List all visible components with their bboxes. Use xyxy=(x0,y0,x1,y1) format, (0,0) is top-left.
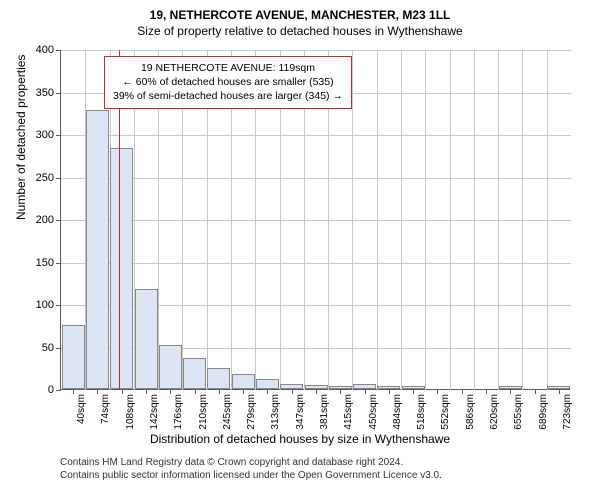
grid-line-v xyxy=(377,50,378,390)
grid-line-v xyxy=(474,50,475,390)
xtick-label: 381sqm xyxy=(319,394,330,430)
xtick-mark xyxy=(413,389,414,394)
ytick-label: 100 xyxy=(14,299,54,311)
annotation-line-3: 39% of semi-detached houses are larger (… xyxy=(113,89,343,103)
footer-line-1: Contains HM Land Registry data © Crown c… xyxy=(60,456,442,469)
grid-line-h xyxy=(61,135,571,136)
xtick-label: 279sqm xyxy=(246,394,257,430)
grid-line-v xyxy=(522,50,523,390)
ytick-mark xyxy=(56,390,61,391)
ytick-label: 0 xyxy=(14,384,54,396)
bar xyxy=(86,110,109,389)
bar xyxy=(110,148,133,389)
xtick-label: 518sqm xyxy=(416,394,427,430)
xtick-mark xyxy=(462,389,463,394)
xtick-mark xyxy=(122,389,123,394)
xtick-mark xyxy=(365,389,366,394)
xtick-label: 210sqm xyxy=(198,394,209,430)
xtick-label: 74sqm xyxy=(100,394,111,430)
bar xyxy=(62,325,85,389)
ytick-mark xyxy=(56,305,61,306)
grid-line-h xyxy=(61,220,571,221)
ytick-mark xyxy=(56,50,61,51)
xtick-label: 586sqm xyxy=(465,394,476,430)
xtick-label: 723sqm xyxy=(562,394,573,430)
grid-line-h xyxy=(61,178,571,179)
ytick-label: 400 xyxy=(14,44,54,56)
xtick-label: 552sqm xyxy=(440,394,451,430)
ytick-mark xyxy=(56,220,61,221)
xtick-mark xyxy=(243,389,244,394)
xtick-label: 142sqm xyxy=(149,394,160,430)
chart-container: 19, NETHERCOTE AVENUE, MANCHESTER, M23 1… xyxy=(0,0,600,500)
grid-line-v xyxy=(450,50,451,390)
chart-subtitle: Size of property relative to detached ho… xyxy=(0,24,600,38)
xtick-mark xyxy=(340,389,341,394)
footer-attribution: Contains HM Land Registry data © Crown c… xyxy=(60,456,442,482)
ytick-mark xyxy=(56,348,61,349)
chart-title: 19, NETHERCOTE AVENUE, MANCHESTER, M23 1… xyxy=(0,8,600,22)
xtick-mark xyxy=(292,389,293,394)
xtick-mark xyxy=(535,389,536,394)
xtick-mark xyxy=(510,389,511,394)
grid-line-v xyxy=(547,50,548,390)
xtick-mark xyxy=(267,389,268,394)
bar xyxy=(256,379,279,389)
xtick-mark xyxy=(437,389,438,394)
xtick-mark xyxy=(486,389,487,394)
ytick-label: 150 xyxy=(14,257,54,269)
xtick-label: 313sqm xyxy=(270,394,281,430)
xtick-mark xyxy=(559,389,560,394)
ytick-label: 300 xyxy=(14,129,54,141)
ytick-label: 200 xyxy=(14,214,54,226)
bar xyxy=(232,374,255,389)
grid-line-h xyxy=(61,50,571,51)
xtick-mark xyxy=(73,389,74,394)
xtick-mark xyxy=(316,389,317,394)
ytick-mark xyxy=(56,135,61,136)
ytick-mark xyxy=(56,263,61,264)
xtick-mark xyxy=(219,389,220,394)
xtick-label: 655sqm xyxy=(513,394,524,430)
xtick-label: 176sqm xyxy=(173,394,184,430)
xtick-label: 415sqm xyxy=(343,394,354,430)
xtick-mark xyxy=(195,389,196,394)
bar xyxy=(135,289,158,389)
xtick-label: 620sqm xyxy=(489,394,500,430)
ytick-label: 350 xyxy=(14,87,54,99)
grid-line-v xyxy=(352,50,353,390)
xtick-mark xyxy=(97,389,98,394)
xtick-label: 108sqm xyxy=(125,394,136,430)
bar xyxy=(207,368,230,389)
xtick-label: 347sqm xyxy=(295,394,306,430)
ytick-label: 50 xyxy=(14,342,54,354)
xtick-mark xyxy=(146,389,147,394)
xtick-mark xyxy=(389,389,390,394)
grid-line-v xyxy=(498,50,499,390)
bar xyxy=(159,345,182,389)
xtick-label: 245sqm xyxy=(222,394,233,430)
footer-line-2: Contains public sector information licen… xyxy=(60,469,442,482)
grid-line-v xyxy=(425,50,426,390)
annotation-line-2: ← 60% of detached houses are smaller (53… xyxy=(113,75,343,89)
ytick-mark xyxy=(56,93,61,94)
bar xyxy=(183,358,206,389)
grid-line-v xyxy=(401,50,402,390)
xtick-label: 689sqm xyxy=(538,394,549,430)
ytick-label: 250 xyxy=(14,172,54,184)
annotation-box: 19 NETHERCOTE AVENUE: 119sqm← 60% of det… xyxy=(104,56,352,109)
ytick-mark xyxy=(56,178,61,179)
annotation-line-1: 19 NETHERCOTE AVENUE: 119sqm xyxy=(113,61,343,75)
grid-line-h xyxy=(61,263,571,264)
xtick-label: 40sqm xyxy=(76,394,87,430)
xtick-label: 450sqm xyxy=(368,394,379,430)
xtick-mark xyxy=(170,389,171,394)
xtick-label: 484sqm xyxy=(392,394,403,430)
x-axis-label: Distribution of detached houses by size … xyxy=(0,432,600,446)
